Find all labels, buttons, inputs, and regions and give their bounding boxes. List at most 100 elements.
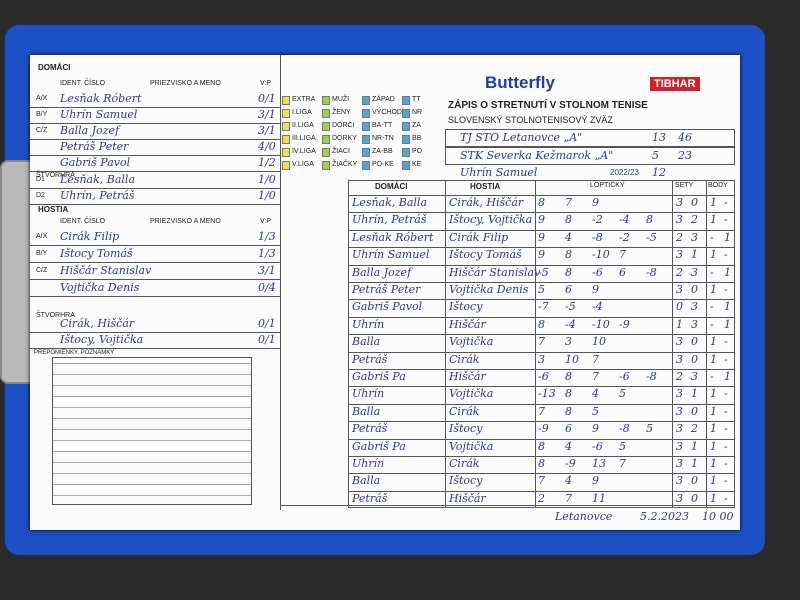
- row-line: [30, 171, 280, 172]
- ball-score: 7: [592, 352, 599, 366]
- match-point: 1: [710, 404, 717, 418]
- league-option: ZÁPAD: [372, 96, 395, 103]
- league-option: ZA-BB: [372, 148, 393, 155]
- match-point: 1: [724, 265, 731, 279]
- ball-score: -5: [646, 230, 657, 244]
- player-name: Lesňak Róbert: [60, 92, 142, 105]
- match-point: -: [724, 213, 728, 227]
- set-count: 3: [676, 283, 683, 296]
- row-line: [30, 139, 280, 140]
- column-label: PRIEZVISKO A MENO: [150, 218, 221, 225]
- ball-score: 4: [565, 474, 572, 488]
- match-home: Petráš Peter: [352, 283, 421, 296]
- note-line: [52, 418, 252, 419]
- set-count: 3: [691, 317, 698, 331]
- checkbox: [402, 122, 410, 131]
- checkbox: [362, 109, 370, 118]
- set-count: 1: [691, 439, 698, 453]
- ball-score: -5: [538, 265, 549, 279]
- player-name: Ištocy, Vojtička: [60, 333, 144, 346]
- checkbox: [402, 109, 410, 118]
- set-count: 3: [676, 387, 683, 401]
- match-point: -: [724, 457, 728, 470]
- set-count: 2: [691, 213, 698, 227]
- checkbox: [362, 135, 370, 144]
- row-line: [348, 264, 735, 266]
- round: 12: [652, 166, 666, 179]
- match-home: Lesňak, Balla: [352, 196, 427, 209]
- league-option: DORKY: [332, 135, 357, 142]
- set-count: 3: [676, 404, 683, 418]
- match-guest: Cirák, Hiščár: [449, 196, 524, 209]
- ball-score: 5: [646, 422, 653, 436]
- league-option: PO: [412, 148, 423, 155]
- team-points: 13: [652, 131, 666, 144]
- ball-score: -4: [592, 300, 603, 314]
- note-line: [52, 429, 252, 430]
- player-name: Ištocy Tomáš: [60, 247, 133, 260]
- checkbox: [402, 135, 410, 144]
- row-line: [348, 247, 735, 249]
- ball-score: 4: [565, 439, 572, 453]
- season: 2022/23: [610, 168, 639, 177]
- ball-score: 7: [619, 248, 626, 262]
- ball-score: -7: [538, 300, 549, 314]
- league-option: V.LIGA: [292, 161, 314, 168]
- player-record: 4/0: [258, 140, 276, 153]
- row-line: [348, 299, 735, 301]
- column-label: PRIEZVISKO A MENO: [150, 80, 221, 87]
- match-home: Balla: [352, 474, 381, 488]
- set-count: 3: [676, 213, 683, 227]
- ball-score: 8: [646, 213, 653, 227]
- match-guest: Cirák: [449, 352, 480, 366]
- ball-score: 4: [592, 387, 599, 401]
- ball-score: 8: [565, 213, 572, 227]
- ball-score: -8: [646, 370, 657, 383]
- match-home: Uhrín: [352, 317, 385, 331]
- column-label: V:P: [260, 80, 272, 87]
- row-line: [348, 369, 735, 370]
- match-point: -: [724, 491, 728, 505]
- note-line: [52, 495, 252, 496]
- match-point: 1: [724, 300, 731, 314]
- player-record: 0/1: [258, 317, 276, 330]
- match-point: -: [724, 196, 728, 209]
- ball-score: 7: [565, 196, 572, 209]
- match-guest: Vojtička Denis: [449, 283, 529, 296]
- set-count: 3: [676, 491, 683, 505]
- league-option: II.LIGA: [292, 122, 314, 129]
- match-guest: Hiščár: [449, 370, 486, 383]
- column-label: IDENT. ČÍSLO: [60, 218, 106, 225]
- team-row: [445, 129, 735, 147]
- title: ZÁPIS O STRETNUTÍ V STOLNOM TENISE: [448, 100, 648, 111]
- match-home: Uhrín: [352, 457, 385, 470]
- ball-score: 8: [565, 370, 572, 383]
- panel-border: [280, 55, 281, 510]
- team-points: 5: [652, 149, 659, 162]
- checkbox: [402, 96, 410, 105]
- player-name: Petráš Peter: [60, 140, 129, 153]
- team-sets: 23: [678, 149, 692, 162]
- column-label: BODY: [708, 182, 728, 189]
- checkbox: [322, 148, 330, 157]
- row-line: [348, 334, 735, 336]
- column-label: DOMÁCI: [375, 182, 408, 191]
- ball-score: 8: [565, 265, 572, 279]
- match-guest: Vojtička: [449, 439, 494, 453]
- set-count: 3: [676, 439, 683, 453]
- set-count: 3: [676, 457, 683, 470]
- ball-score: 4: [565, 230, 572, 244]
- note-line: [52, 374, 252, 375]
- player-record: 1/3: [258, 247, 276, 260]
- section-label: HOSTIA: [38, 205, 69, 214]
- player-code: A/X: [36, 95, 48, 102]
- match-point: -: [710, 370, 714, 383]
- team-row: [445, 147, 735, 165]
- score-sheet: Butterfly TIBHAR ZÁPIS O STRETNUTÍ V STOLN…: [30, 55, 740, 530]
- match-guest: Ištocy: [449, 300, 483, 314]
- match-home: Gabriš Pa: [352, 370, 406, 383]
- match-guest: Ištocy: [449, 474, 483, 488]
- ball-score: -13: [538, 387, 556, 401]
- row-line: [348, 438, 735, 440]
